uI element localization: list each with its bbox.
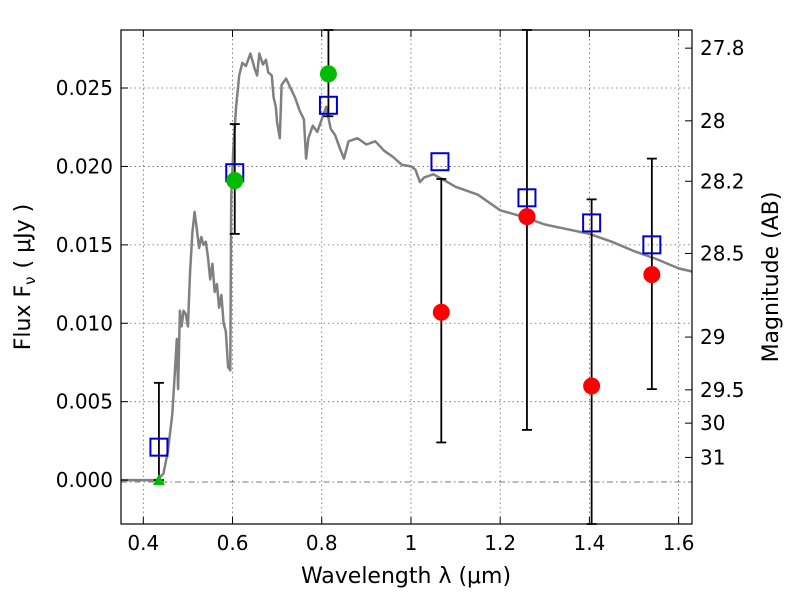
y2-tick-label: 28 bbox=[700, 109, 725, 133]
y2-tick-label: 30 bbox=[700, 411, 725, 435]
green-data-point bbox=[226, 172, 244, 190]
red-data-point bbox=[518, 208, 536, 226]
y-axis-title-sub: ν bbox=[21, 276, 39, 284]
model-flux-square bbox=[517, 188, 537, 208]
plot-frame bbox=[120, 29, 693, 525]
model-flux-square bbox=[149, 437, 169, 457]
y-tick-label: 0.015 bbox=[56, 233, 113, 257]
model-spectrum-line bbox=[121, 52, 693, 482]
y-tick-label: 0.020 bbox=[56, 154, 113, 178]
model-flux-square bbox=[642, 235, 662, 255]
model-flux-square bbox=[582, 213, 602, 233]
green-data-point bbox=[319, 65, 337, 83]
model-flux-square bbox=[430, 152, 450, 172]
y2-tick-label: 28.5 bbox=[700, 241, 745, 265]
upper-limit-triangle bbox=[152, 474, 165, 486]
x-tick-label: 0.8 bbox=[306, 531, 338, 555]
y-tick-label: 0.005 bbox=[56, 390, 113, 414]
y2-tick-label: 28.2 bbox=[700, 169, 745, 193]
y-tick-label: 0.000 bbox=[56, 468, 113, 492]
y2-tick-label: 29.5 bbox=[700, 378, 745, 402]
y2-tick-label: 29 bbox=[700, 325, 725, 349]
x-tick-label: 1.4 bbox=[573, 531, 605, 555]
y2-tick-label: 31 bbox=[700, 445, 725, 469]
plot-background bbox=[121, 30, 692, 524]
red-data-point bbox=[643, 266, 661, 284]
y-tick-label: 0.010 bbox=[56, 311, 113, 335]
x-tick-label: 1.2 bbox=[484, 531, 516, 555]
x-tick-label: 1 bbox=[405, 531, 418, 555]
x-tick-label: 0.4 bbox=[127, 531, 159, 555]
x-tick-label: 0.6 bbox=[217, 531, 249, 555]
right-axis-title: Magnitude (AB) bbox=[759, 192, 784, 363]
red-data-point bbox=[583, 377, 601, 395]
y2-tick-label: 27.8 bbox=[700, 36, 745, 60]
x-tick-label: 1.6 bbox=[663, 531, 695, 555]
grid bbox=[121, 30, 692, 524]
y-axis-title-unit: ( μJy ) bbox=[11, 204, 36, 269]
model-flux-square bbox=[318, 95, 338, 115]
y-axis-title-main: Flux F bbox=[11, 285, 36, 350]
red-data-point bbox=[432, 303, 450, 321]
y-axis-title: Flux Fν ( μJy ) bbox=[11, 204, 39, 350]
x-axis-title: Wavelength λ (μm) bbox=[301, 564, 511, 589]
ticks: 0.4 0.6 0.8 1 1.2 1.4 1.6 0.000 0.005 0.010 0.015 0… bbox=[56, 30, 745, 555]
y-tick-label: 0.025 bbox=[56, 76, 113, 100]
